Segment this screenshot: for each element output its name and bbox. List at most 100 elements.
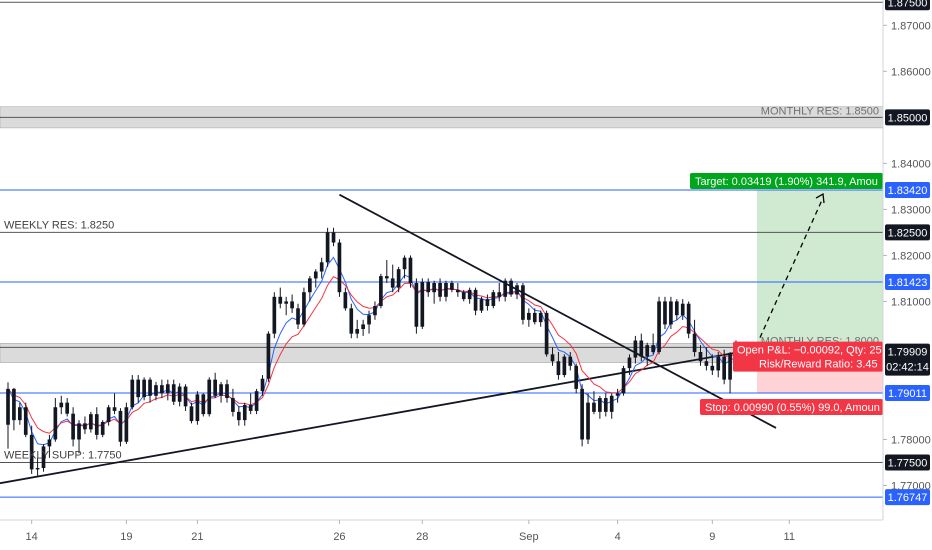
candle-body [568,356,573,366]
candle-body [142,379,146,398]
level-label: WEEKLY SUPP: 1.7750 [4,449,122,461]
candle-body [669,301,673,325]
candle [59,395,64,415]
price-tag: 1.85000 [885,109,930,126]
descending-trendline[interactable] [339,193,777,429]
candle-body [266,333,271,379]
candle-body [527,312,531,320]
candle [609,393,614,419]
candle-body [195,394,200,422]
candle [686,301,691,339]
candle-body [621,368,626,394]
candle [337,239,342,297]
candle [171,379,176,405]
time-tick-label: 9 [709,531,715,543]
candle [254,388,259,415]
candle [473,287,478,316]
candle [521,283,525,325]
candle-body [532,312,537,323]
candle [106,404,111,426]
candle-body [444,283,448,297]
candle-body [692,333,697,353]
candle [710,354,715,376]
candle [278,287,283,309]
candle [100,420,105,438]
candle-body [438,283,442,297]
candle [236,406,241,426]
candle-body [18,407,22,421]
candle-body [83,423,87,430]
candle [47,434,52,458]
candle [432,280,436,304]
target-label-bg [690,173,883,190]
candle [343,287,348,311]
candle-body [586,402,590,440]
candle-body [603,398,608,412]
candle-body [657,301,661,353]
candle [177,383,182,407]
price-tag: 1.81423 [885,273,930,290]
candle-body [284,301,289,304]
candle-body [556,361,561,376]
candle-body [402,257,407,270]
candle [574,363,579,394]
candle-body [41,446,46,468]
candle [527,308,531,327]
price-tag: 1.87500 [885,0,930,11]
candle [438,278,442,302]
candle [225,379,229,403]
candle-body [432,283,436,293]
candle-body [485,299,490,307]
candle [704,347,709,371]
candles [6,227,738,477]
candle-body [6,388,10,425]
candle [308,276,312,302]
candle [94,407,99,440]
trendlines[interactable] [0,193,777,485]
candle [112,393,117,415]
price-tick-label: 1.84000 [891,158,931,170]
candle-body [633,340,638,358]
candle [728,352,732,394]
candle [248,393,253,415]
candle-body [77,423,81,440]
candle [651,333,655,355]
candle-body [177,386,182,402]
candle-body [89,414,93,430]
candle-body [278,296,283,304]
candle [669,296,673,330]
level-label: MONTHLY RES: 1.8500 [761,105,879,117]
candle-body [355,329,360,334]
price-tag-text: 1.83420 [888,185,928,197]
candle-body [461,292,466,300]
candle-body [396,269,401,288]
candle-body [296,308,300,325]
candle-body [53,407,58,440]
candle-body [231,398,235,412]
candle [290,294,294,313]
candle [467,287,472,304]
candle-body [728,352,732,380]
candle [189,402,194,424]
profit-zone[interactable] [757,190,883,352]
pl-label-bg [733,341,883,372]
price-tick-label: 1.77000 [891,480,931,492]
candle [479,296,484,313]
price-axis[interactable]: 1.87500 1.85000 1.83420 1.82500 1.81423 1.790… [882,0,932,550]
current-price-bg [885,343,930,376]
ascending-trendline[interactable] [0,351,741,485]
price-tick-label: 1.81000 [891,296,931,308]
candle [402,255,407,279]
time-tick-label: 11 [784,531,795,543]
price-tag-bg [885,109,930,126]
level-labels: WEEKLY RES: 1.8750 MONTHLY RES: 1.8500 WEE… [4,0,879,461]
price-tag: 1.79011 [885,384,930,401]
candle [319,257,324,279]
candle [485,294,490,311]
candle-body [550,354,555,362]
price-tag: 1.83420 [885,182,930,199]
time-axis[interactable]: 14 19 21 26 28 Sep 4 9 11 [0,519,932,550]
candle-body [337,242,342,293]
candle [130,375,135,410]
